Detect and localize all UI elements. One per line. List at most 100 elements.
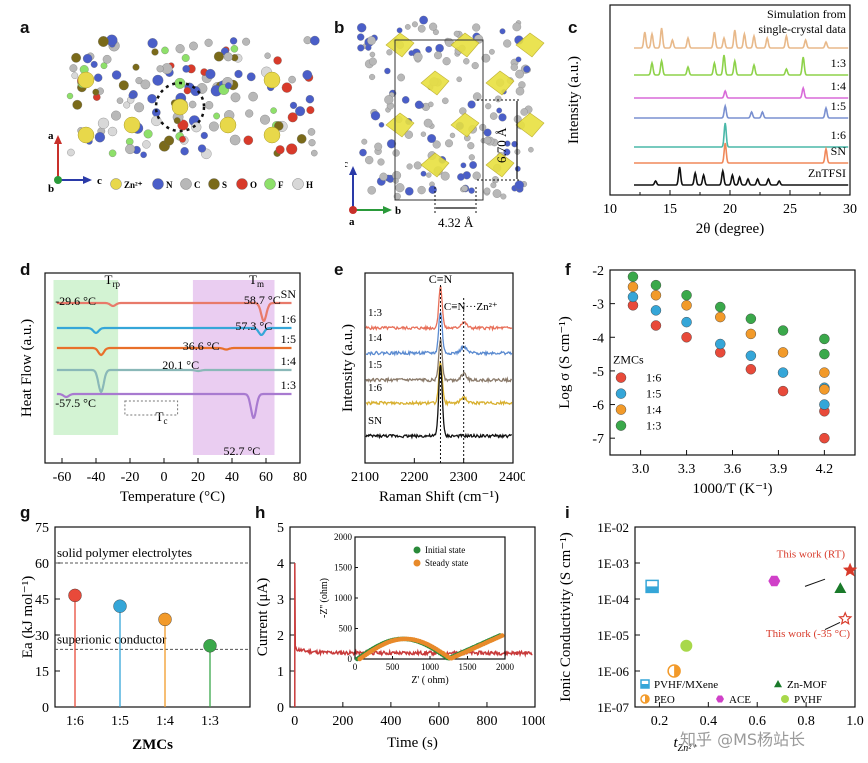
x-tick-label: 0.6 — [748, 714, 766, 729]
raman-series-line — [366, 311, 513, 357]
data-point — [650, 290, 662, 301]
atom — [367, 186, 376, 195]
atom — [365, 155, 374, 165]
atom — [417, 24, 426, 33]
y-tick-label: 0 — [277, 701, 284, 716]
label-trp: Trp — [105, 272, 121, 289]
atom — [514, 180, 524, 190]
legend-dot — [110, 178, 122, 190]
atom — [307, 128, 316, 136]
legend-dot — [264, 178, 276, 190]
plot-frame — [54, 526, 251, 708]
legend-label: Zn-MOF — [787, 679, 827, 691]
atom — [308, 139, 316, 147]
atom — [419, 15, 428, 25]
atom — [147, 38, 158, 49]
atom — [414, 100, 424, 109]
atom — [369, 73, 376, 81]
atom — [72, 99, 83, 110]
dim-width: 4.32 Å — [438, 215, 474, 230]
atom — [143, 129, 153, 139]
xrd-sim-label-1: Simulation from — [767, 7, 847, 21]
y-axis-label: Current (μA) — [255, 578, 271, 656]
temp-annot-7: 52.7 °C — [224, 444, 261, 458]
x-tick-label: 80 — [293, 470, 307, 485]
atom — [111, 70, 122, 80]
tc-box — [124, 400, 179, 416]
data-point — [777, 347, 789, 358]
chart-h-current: 0 200 400 600 800 1000 0 1 2 3 4 5 Time (s) Current (… — [255, 521, 545, 751]
atom — [248, 91, 258, 102]
atom — [295, 106, 306, 117]
inset-legend-label: Steady state — [425, 558, 468, 568]
atom — [510, 63, 518, 71]
temp-annot-2: 58.7 °C — [244, 293, 281, 307]
annot-rt: This work (RT) — [777, 549, 846, 561]
atom — [213, 51, 224, 62]
legend-label: 1:6 — [646, 371, 661, 385]
atom — [66, 92, 74, 100]
x-tick-label: 1000 — [521, 714, 545, 729]
atom — [287, 112, 298, 123]
data-point — [819, 399, 830, 410]
legend-label: 1:4 — [646, 403, 661, 417]
atom — [229, 37, 238, 45]
x-tick-label: 200 — [332, 714, 353, 729]
zn-polyhedron — [485, 70, 515, 96]
atom — [503, 39, 512, 48]
panel-label-i: i — [565, 503, 570, 522]
axis-label-a: a — [48, 130, 54, 142]
atom — [369, 51, 376, 58]
marker-fill — [645, 695, 649, 703]
atom — [123, 101, 131, 109]
plot-frame — [44, 272, 301, 464]
atom — [151, 48, 159, 56]
axis-label-c-b: c — [345, 158, 348, 170]
legend-label: C — [194, 180, 201, 190]
atom — [365, 44, 372, 51]
y-tick-label: 2 — [277, 629, 284, 644]
xrd-series-line — [634, 54, 849, 76]
legend-label: 1:5 — [646, 387, 661, 401]
legend-marker — [615, 388, 627, 399]
raman-series-line — [365, 365, 513, 440]
y-tick-label: 30 — [35, 629, 49, 644]
x-tick-label: 2200 — [400, 470, 428, 485]
atom — [405, 187, 414, 196]
atom — [514, 165, 521, 172]
axis-label-b: b — [48, 183, 54, 195]
atom — [404, 130, 413, 139]
atom — [468, 154, 475, 161]
y-tick-label: 1E-04 — [597, 592, 629, 607]
data-point — [681, 300, 692, 311]
atom — [225, 82, 232, 89]
x-tick-label: 1.0 — [846, 714, 864, 729]
data-point — [627, 271, 639, 282]
x-tick-label: 3.6 — [724, 462, 742, 477]
x-tick-label: 4.2 — [816, 462, 834, 477]
atom — [229, 134, 241, 146]
data-point — [681, 290, 692, 301]
x-tick-label: 25 — [783, 202, 797, 217]
atom — [94, 132, 106, 143]
zn-atom — [123, 116, 141, 134]
stem-marker — [68, 588, 82, 603]
atom — [483, 136, 492, 145]
atom — [408, 50, 415, 56]
atom — [489, 48, 495, 55]
atom — [100, 62, 108, 70]
dsc-series-line — [56, 368, 292, 394]
atom — [435, 43, 444, 53]
x-tick-label: 0.4 — [700, 714, 718, 729]
xrd-series-label: 1:3 — [831, 56, 846, 70]
y-tick-label: -3 — [592, 298, 604, 313]
zn-polyhedron — [420, 152, 450, 178]
axis-triad-b: c a b — [345, 158, 401, 228]
crystal-phase-region — [53, 280, 119, 435]
y-axis-label: Heat Flow (a.u.) — [20, 319, 35, 417]
x-axis-label: Time (s) — [387, 735, 438, 751]
inset-x-tick: 2000 — [496, 662, 515, 672]
data-point — [777, 367, 789, 378]
atom — [213, 112, 220, 120]
atom — [520, 108, 528, 116]
